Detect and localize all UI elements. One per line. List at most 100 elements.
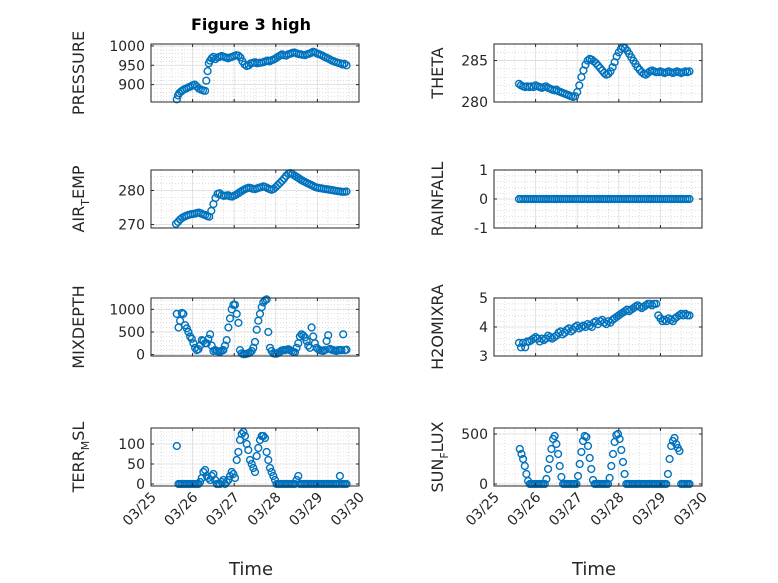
- x-tick-label: 03/30: [328, 490, 368, 530]
- data-point: [187, 334, 196, 343]
- data-point: [615, 434, 624, 444]
- x-axis-label-right: Time: [571, 559, 616, 580]
- data-point: [222, 477, 231, 487]
- data-point: [250, 467, 260, 477]
- y-tick-label: 285: [461, 54, 488, 70]
- data-point: [204, 334, 213, 343]
- data-point: [267, 467, 276, 477]
- data-point: [229, 469, 238, 479]
- data-point: [539, 336, 549, 345]
- y-axis-label: PRESSURE: [69, 31, 88, 115]
- data-point: [224, 323, 233, 332]
- data-point: [230, 300, 240, 309]
- data-point: [537, 334, 546, 343]
- data-point: [227, 467, 236, 477]
- y-axis-label: MIXDEPTH: [69, 285, 88, 368]
- y-tick-label: 900: [118, 78, 145, 94]
- data-point: [587, 464, 596, 474]
- axes-box: [150, 427, 360, 487]
- data-point: [259, 431, 268, 441]
- x-axis-label-left: Time: [228, 559, 273, 580]
- data-point: [240, 431, 250, 441]
- data-point: [342, 479, 351, 489]
- subplot-8: 03/25 03/26 03/27 03/28 03/29 03/30 0 500 SUNFLU…: [428, 421, 711, 529]
- data-point: [244, 445, 253, 455]
- x-tick-label: 03/26: [162, 489, 202, 529]
- y-axis-label: RAINFALL: [428, 162, 447, 237]
- data-point: [262, 295, 271, 304]
- data-point: [277, 176, 287, 186]
- data-point: [262, 447, 271, 457]
- x-tick-label: 03/28: [245, 490, 285, 530]
- subplot-2: 280 285 THETA: [428, 43, 703, 111]
- data-point: [234, 447, 243, 457]
- data-point: [613, 429, 623, 439]
- data-point: [675, 446, 684, 456]
- data-point: [607, 461, 616, 471]
- data-point: [202, 339, 211, 348]
- y-tick-label: 50: [127, 457, 145, 473]
- subplot-5: 0 500 1000 MIXDEPTH: [69, 285, 360, 369]
- y-tick-label: 100: [118, 437, 145, 453]
- y-tick-label: 5: [479, 291, 488, 307]
- x-tick-label: 03/25: [463, 490, 503, 530]
- data-point: [577, 447, 586, 457]
- data-point: [585, 453, 594, 463]
- data-point: [572, 479, 581, 489]
- data-point: [271, 183, 280, 192]
- data-point: [516, 343, 526, 352]
- data-point: [172, 441, 181, 451]
- y-tick-label: 950: [118, 58, 145, 74]
- subplot-7: 03/25 03/26 03/27 03/28 03/29 03/30 0 50 100 TERR…: [69, 422, 368, 530]
- y-tick-label: 0: [479, 192, 488, 208]
- y-tick-label: 500: [118, 325, 145, 341]
- axes-box: [150, 297, 360, 357]
- data-point: [570, 92, 580, 101]
- data-point: [220, 341, 230, 350]
- data-point: [685, 194, 694, 204]
- x-tick-label: 03/30: [671, 490, 711, 530]
- data-point: [552, 439, 561, 449]
- data-point: [249, 463, 258, 473]
- data-point: [514, 338, 524, 348]
- data-point: [295, 332, 305, 341]
- y-tick-label: 0: [136, 477, 145, 493]
- data-point: [620, 469, 629, 479]
- data-point: [555, 461, 564, 471]
- data-point: [542, 474, 551, 484]
- y-tick-label: 3: [479, 349, 488, 365]
- data-point: [184, 327, 193, 337]
- data-point: [541, 82, 551, 91]
- data-point: [573, 471, 583, 481]
- data-point: [247, 459, 256, 469]
- data-point: [612, 52, 621, 61]
- y-tick-label: 1: [479, 163, 488, 179]
- axes-box: [150, 43, 360, 103]
- data-point: [222, 336, 231, 345]
- data-point: [196, 477, 205, 487]
- data-point: [244, 61, 253, 70]
- data-point: [232, 309, 241, 319]
- data-point: [225, 314, 235, 323]
- data-point: [515, 444, 524, 454]
- figure-title: Figure 3 high: [191, 15, 311, 34]
- axes-box: [493, 43, 703, 103]
- data-point: [583, 441, 593, 451]
- x-tick-label: 03/28: [588, 490, 628, 530]
- data-point: [179, 309, 188, 319]
- data-point: [234, 51, 243, 60]
- y-tick-label: 280: [461, 95, 488, 111]
- data-point: [202, 76, 211, 85]
- data-point: [302, 336, 311, 346]
- data-point: [203, 66, 212, 76]
- data-point: [529, 334, 538, 343]
- data-point: [269, 471, 278, 481]
- data-point: [339, 330, 348, 339]
- data-point: [652, 299, 661, 308]
- y-tick-label: 280: [118, 183, 145, 199]
- data-point: [219, 346, 228, 355]
- data-point: [342, 61, 351, 70]
- y-axis-label: AIRTEMP: [69, 165, 92, 232]
- data-point: [236, 53, 245, 62]
